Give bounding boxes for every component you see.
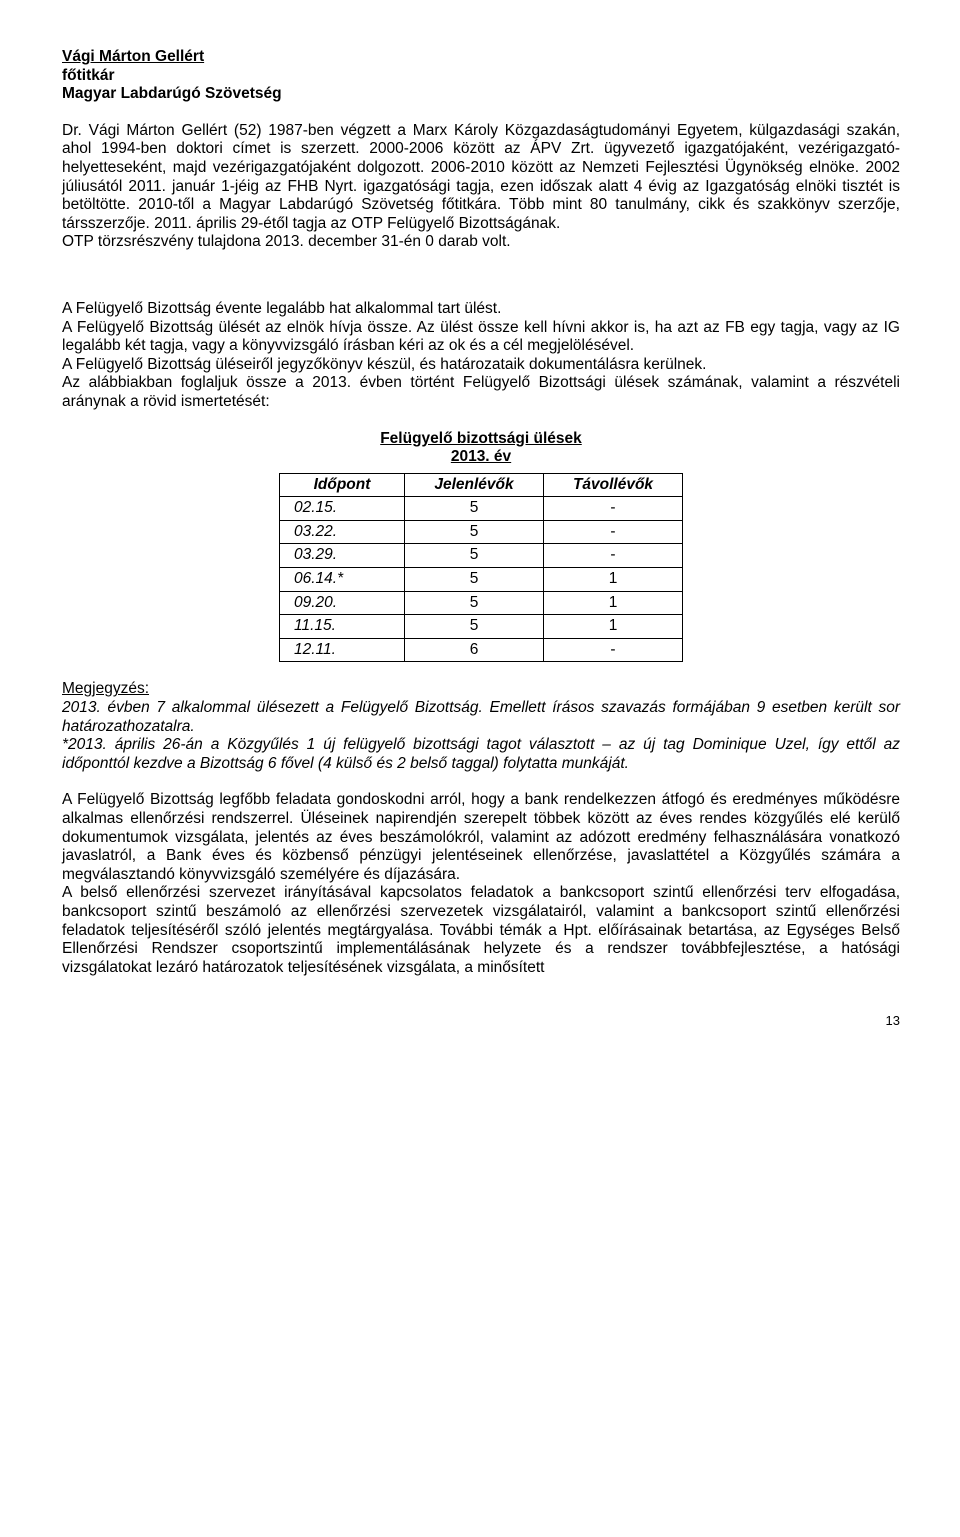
page-number: 13 [62,1013,900,1029]
cell-date: 06.14.* [280,568,405,592]
cell-date: 03.29. [280,544,405,568]
col-absent: Távollévők [544,473,683,497]
note-p2: *2013. április 26-án a Közgyűlés 1 új fe… [62,736,900,773]
committee-p3: A Felügyelő Bizottság üléseiről jegyzőkö… [62,356,900,375]
table-row: 03.29. 5 - [280,544,683,568]
table-title-1: Felügyelő bizottsági ülések [62,430,900,449]
committee-p2: A Felügyelő Bizottság ülését az elnök hí… [62,319,900,356]
table-header-row: Időpont Jelenlévők Távollévők [280,473,683,497]
table-title-2: 2013. év [62,448,900,467]
cell-present: 5 [405,544,544,568]
table-row: 06.14.* 5 1 [280,568,683,592]
cell-present: 5 [405,568,544,592]
table-row: 09.20. 5 1 [280,591,683,615]
person-org: Magyar Labdarúgó Szövetség [62,85,900,104]
cell-absent: - [544,638,683,662]
cell-present: 5 [405,497,544,521]
col-date: Időpont [280,473,405,497]
cell-present: 5 [405,615,544,639]
tasks-p1: A Felügyelő Bizottság legfőbb feladata g… [62,791,900,884]
cell-date: 09.20. [280,591,405,615]
tasks-p2: A belső ellenőrzési szervezet irányításá… [62,884,900,977]
cell-present: 5 [405,591,544,615]
bio-shares: OTP törzsrészvény tulajdona 2013. decemb… [62,233,900,252]
cell-absent: 1 [544,615,683,639]
cell-present: 6 [405,638,544,662]
table-row: 02.15. 5 - [280,497,683,521]
cell-date: 11.15. [280,615,405,639]
cell-absent: - [544,520,683,544]
table-row: 12.11. 6 - [280,638,683,662]
cell-date: 12.11. [280,638,405,662]
person-role: főtitkár [62,67,900,86]
meetings-table: Időpont Jelenlévők Távollévők 02.15. 5 -… [279,473,683,663]
cell-absent: 1 [544,591,683,615]
person-name: Vági Márton Gellért [62,48,900,67]
cell-absent: - [544,497,683,521]
cell-date: 03.22. [280,520,405,544]
committee-p4: Az alábbiakban foglaljuk össze a 2013. é… [62,374,900,411]
note-heading: Megjegyzés: [62,680,900,699]
cell-absent: 1 [544,568,683,592]
cell-date: 02.15. [280,497,405,521]
table-row: 03.22. 5 - [280,520,683,544]
bio-paragraph: Dr. Vági Márton Gellért (52) 1987-ben vé… [62,122,900,234]
cell-absent: - [544,544,683,568]
note-p1: 2013. évben 7 alkalommal ülésezett a Fel… [62,699,900,736]
committee-p1: A Felügyelő Bizottság évente legalább ha… [62,300,900,319]
col-present: Jelenlévők [405,473,544,497]
cell-present: 5 [405,520,544,544]
table-row: 11.15. 5 1 [280,615,683,639]
